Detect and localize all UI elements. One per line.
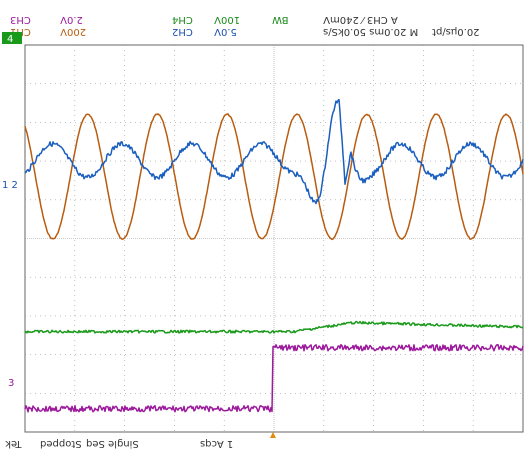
ch1-scale: 200V — [60, 26, 86, 37]
header-readout: CH3 2.0V CH1 200V CH4 100V CH2 5.0V BW A… — [10, 14, 480, 37]
ch3-label: CH3 — [10, 14, 31, 25]
per-point-readout: 20.0µs/pt — [432, 26, 480, 37]
ch1-label: CH1 — [10, 26, 31, 37]
brand-label: Tek — [5, 438, 23, 449]
ch2-waveform — [24, 98, 524, 205]
acquisition-state: Stopped — [40, 438, 82, 449]
ch2-label: CH2 — [172, 26, 193, 37]
trigger-position-marker — [270, 432, 276, 438]
ch3-scale: 2.0V — [60, 14, 83, 25]
waveform-area — [24, 98, 524, 413]
trigger-readout: A CH3 ⁄ 240mV — [323, 14, 398, 25]
svg-text:4: 4 — [7, 34, 13, 45]
ch12-marker: 1 2 — [2, 180, 18, 191]
ch4-scale: 100V — [214, 14, 240, 25]
ch3-marker: 3 — [8, 378, 14, 389]
ch4-label: CH4 — [172, 14, 193, 25]
ch2-scale: 5.0V — [214, 26, 237, 37]
ch1-waveform — [24, 113, 524, 241]
ch3-waveform — [24, 320, 524, 334]
graticule — [24, 44, 524, 433]
bw-label: BW — [272, 14, 289, 25]
acquisition-mode: Single Seq — [86, 438, 139, 449]
timebase-readout: M 20.0ms 50.0kS/s — [323, 26, 418, 37]
status-readout: Tek Stopped Single Seq 1 Acqs — [5, 438, 233, 449]
ch4-marker: 4 — [2, 32, 22, 45]
ch4-waveform — [24, 343, 524, 413]
acquisition-count: 1 Acqs — [200, 438, 233, 449]
